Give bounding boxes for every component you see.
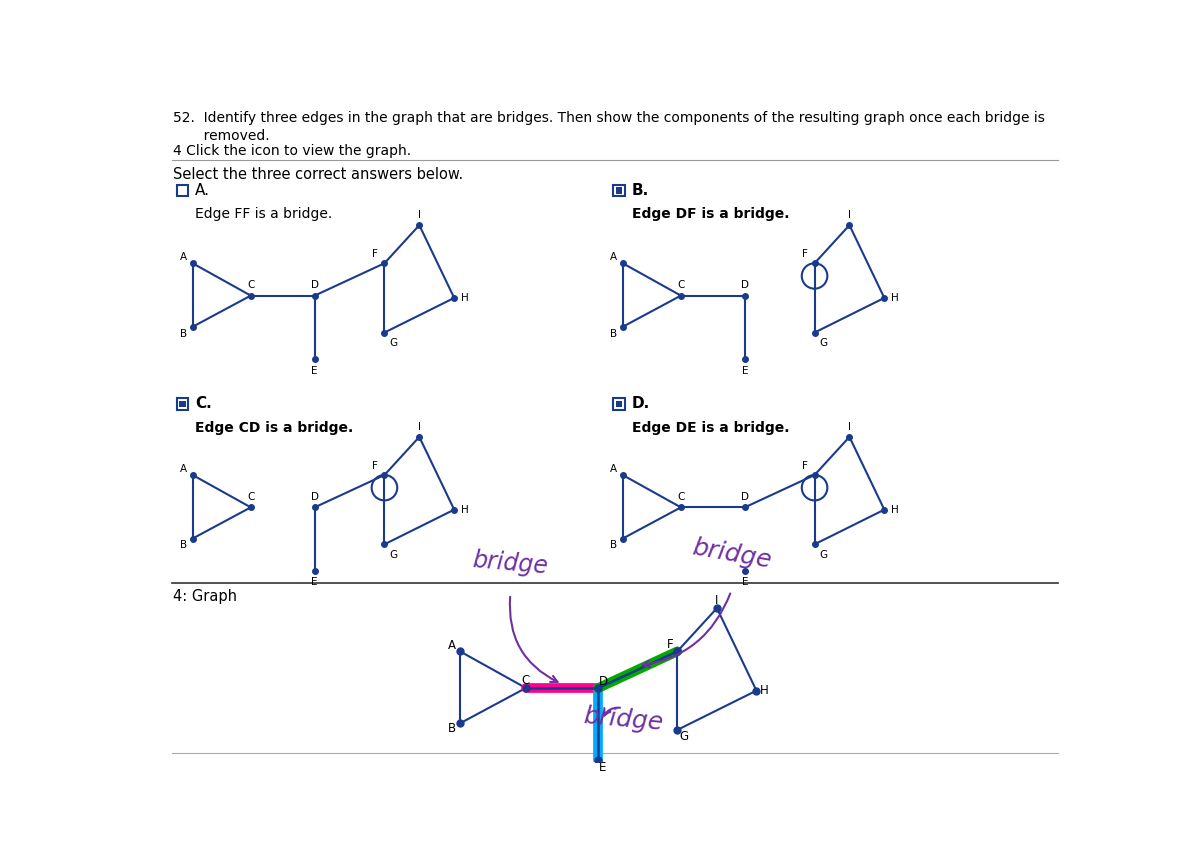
Text: Edge CD is a bridge.: Edge CD is a bridge.: [194, 421, 353, 435]
Text: E: E: [599, 761, 606, 774]
Text: A: A: [610, 464, 617, 474]
Text: D: D: [740, 280, 749, 290]
Text: A.: A.: [194, 183, 210, 198]
Text: H: H: [890, 505, 899, 514]
Text: bridge: bridge: [472, 548, 550, 579]
Text: F: F: [803, 249, 809, 259]
Text: A: A: [610, 253, 617, 263]
Text: G: G: [820, 338, 828, 348]
Text: removed.: removed.: [173, 129, 270, 143]
Text: Edge FF is a bridge.: Edge FF is a bridge.: [194, 207, 332, 222]
Text: I: I: [418, 210, 421, 220]
Text: E: E: [312, 578, 318, 587]
Bar: [179, 401, 186, 407]
Text: H: H: [760, 684, 768, 697]
Bar: [613, 398, 625, 409]
Text: B: B: [448, 722, 456, 735]
Text: A: A: [449, 639, 456, 652]
Text: C: C: [677, 280, 684, 290]
Text: C.: C.: [194, 396, 211, 411]
Text: I: I: [848, 421, 851, 431]
Text: G: G: [390, 550, 397, 560]
Text: I: I: [848, 210, 851, 220]
Bar: [176, 185, 188, 196]
Text: 52.  Identify three edges in the graph that are bridges. Then show the component: 52. Identify three edges in the graph th…: [173, 111, 1045, 125]
Text: D: D: [599, 675, 608, 687]
Text: G: G: [390, 338, 397, 348]
Text: B: B: [180, 540, 187, 550]
Text: I: I: [715, 594, 719, 607]
Text: C: C: [522, 674, 530, 687]
Bar: [616, 401, 622, 407]
FancyArrowPatch shape: [643, 593, 731, 668]
Text: C: C: [247, 280, 254, 290]
Text: E: E: [742, 366, 748, 376]
Text: B: B: [610, 329, 617, 339]
Text: D: D: [311, 280, 319, 290]
Text: E: E: [742, 578, 748, 587]
Text: D: D: [311, 492, 319, 502]
Text: 4: Graph: 4: Graph: [173, 590, 238, 604]
Text: Edge DF is a bridge.: Edge DF is a bridge.: [632, 207, 790, 222]
Text: bridge: bridge: [582, 704, 664, 735]
Text: Edge DE is a bridge.: Edge DE is a bridge.: [632, 421, 790, 435]
Text: G: G: [820, 550, 828, 560]
Text: E: E: [312, 366, 318, 376]
Text: F: F: [667, 638, 673, 651]
Bar: [176, 398, 188, 409]
Text: I: I: [418, 421, 421, 431]
Bar: [613, 185, 625, 196]
Text: F: F: [372, 249, 378, 259]
Text: G: G: [679, 730, 689, 743]
FancyArrowPatch shape: [605, 708, 620, 716]
Text: B: B: [180, 329, 187, 339]
Text: A: A: [180, 464, 187, 474]
Text: H: H: [461, 505, 468, 514]
Text: C: C: [677, 492, 684, 502]
Text: 4 Click the icon to view the graph.: 4 Click the icon to view the graph.: [173, 145, 412, 158]
Text: Select the three correct answers below.: Select the three correct answers below.: [173, 168, 463, 182]
FancyArrowPatch shape: [510, 597, 558, 682]
Text: H: H: [461, 293, 468, 303]
Text: C: C: [247, 492, 254, 502]
Text: A: A: [180, 253, 187, 263]
Bar: [616, 187, 622, 193]
Text: B: B: [610, 540, 617, 550]
Text: B.: B.: [632, 183, 649, 198]
Text: H: H: [890, 293, 899, 303]
Text: D.: D.: [632, 396, 650, 411]
Text: F: F: [803, 461, 809, 471]
Text: F: F: [372, 461, 378, 471]
Text: bridge: bridge: [690, 536, 773, 574]
Text: D: D: [740, 492, 749, 502]
